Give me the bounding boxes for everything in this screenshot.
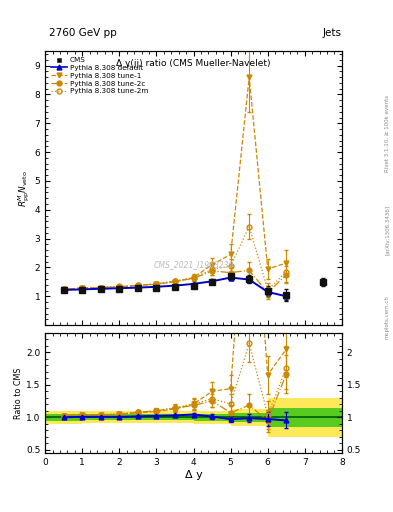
Text: Jets: Jets xyxy=(322,28,341,38)
Text: [arXiv:1306.3436]: [arXiv:1306.3436] xyxy=(385,205,389,255)
Y-axis label: $R^M_{\rm pp}N_{\rm veto}$: $R^M_{\rm pp}N_{\rm veto}$ xyxy=(16,169,32,207)
Legend: CMS, Pythia 8.308 default, Pythia 8.308 tune-1, Pythia 8.308 tune-2c, Pythia 8.3: CMS, Pythia 8.308 default, Pythia 8.308 … xyxy=(49,55,150,97)
Text: Δ y(jj) ratio (CMS Mueller-Navelet): Δ y(jj) ratio (CMS Mueller-Navelet) xyxy=(116,59,271,69)
X-axis label: Δ y: Δ y xyxy=(185,470,202,480)
Text: Rivet 3.1.10, ≥ 100k events: Rivet 3.1.10, ≥ 100k events xyxy=(385,95,389,172)
Y-axis label: Ratio to CMS: Ratio to CMS xyxy=(14,367,23,419)
Text: CMS_2021_I1963239: CMS_2021_I1963239 xyxy=(153,261,234,269)
Text: mcplots.cern.ch: mcplots.cern.ch xyxy=(385,295,389,339)
Text: 2760 GeV pp: 2760 GeV pp xyxy=(49,28,117,38)
